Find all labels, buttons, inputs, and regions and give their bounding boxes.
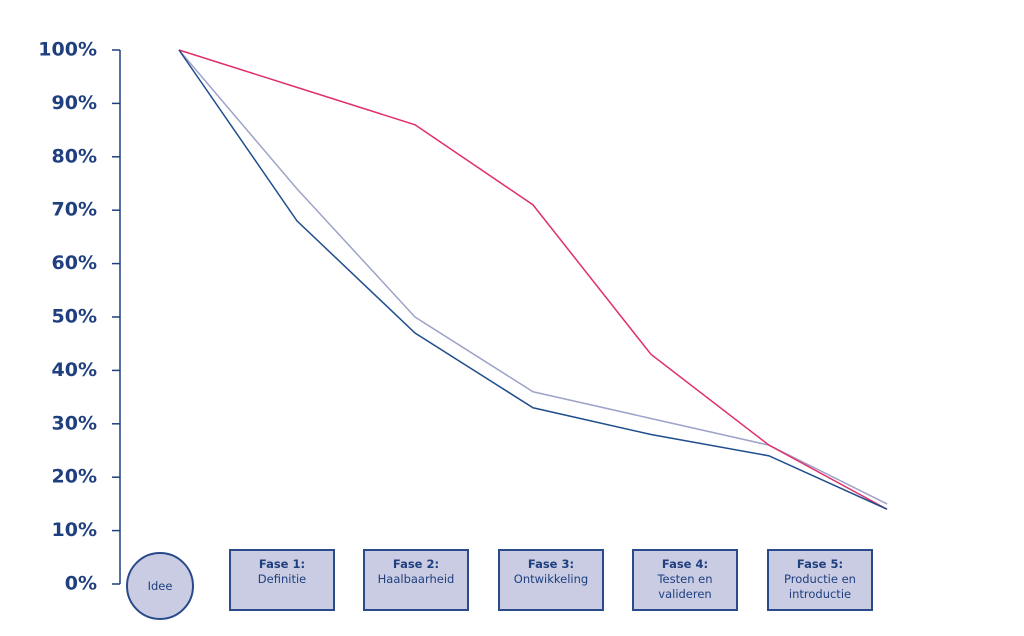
y-tick-label: 20% — [52, 466, 97, 488]
y-tick-label: 60% — [52, 252, 97, 274]
y-tick-label: 30% — [52, 412, 97, 434]
y-tick-label: 70% — [52, 199, 97, 221]
stage-title: Fase 3: — [527, 557, 575, 571]
stage-title: Fase 5: — [796, 557, 844, 571]
stage-label: Haalbaarheid — [377, 572, 455, 586]
stage-title: Fase 4: — [661, 557, 709, 571]
stage-label: Idee — [147, 578, 173, 593]
series-line — [178, 49, 888, 510]
y-tick-label: 80% — [52, 145, 97, 167]
stage-box: Fase 5: Productie en introductie — [767, 549, 873, 611]
y-tick-label: 10% — [52, 519, 97, 541]
stage-box: Fase 1: Definitie — [229, 549, 335, 611]
y-tick-label: 50% — [52, 306, 97, 328]
y-tick-label: 90% — [52, 92, 97, 114]
stage-box: Fase 4: Testen en valideren — [632, 549, 738, 611]
series-line — [178, 49, 888, 505]
series-line — [178, 49, 888, 510]
stage-label: Testen en valideren — [657, 572, 713, 601]
y-tick-label: 0% — [65, 573, 97, 595]
stage-title: Fase 1: — [258, 557, 306, 571]
stage-box: Fase 3: Ontwikkeling — [498, 549, 604, 611]
y-tick-label: 100% — [38, 39, 97, 61]
stage-label: Ontwikkeling — [513, 572, 589, 586]
y-tick-label: 40% — [52, 359, 97, 381]
stage-title: Fase 2: — [392, 557, 440, 571]
stage-box: Idee — [126, 552, 194, 620]
stage-label: Definitie — [257, 572, 307, 586]
stage-label: Productie en introductie — [784, 572, 856, 601]
stage-box: Fase 2: Haalbaarheid — [363, 549, 469, 611]
